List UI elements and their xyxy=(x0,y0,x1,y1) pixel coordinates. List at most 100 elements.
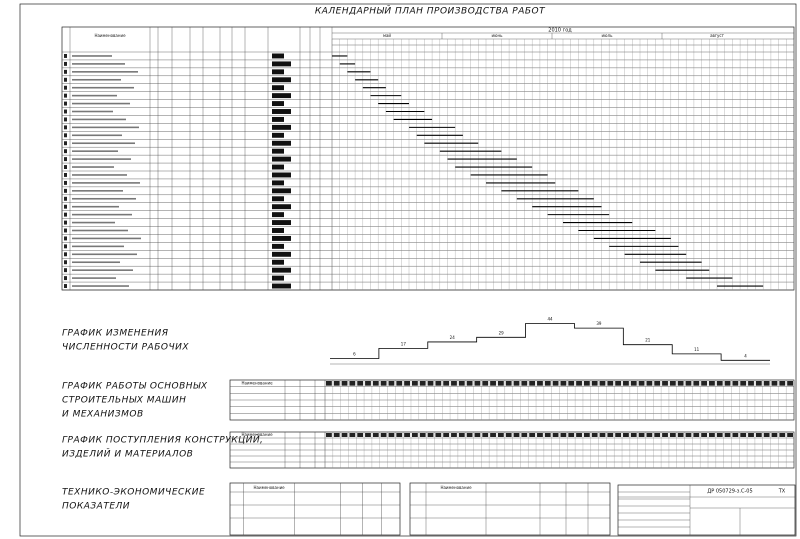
header-cell-mark xyxy=(583,381,590,386)
machines-title-2: СТРОИТЕЛЬНЫХ МАШИН xyxy=(62,396,186,406)
month-label: июль xyxy=(602,33,614,38)
row-volume xyxy=(272,140,291,146)
row-number xyxy=(64,228,67,233)
header-cell-mark xyxy=(787,433,793,437)
row-text-stub xyxy=(72,78,121,81)
row-text-stub xyxy=(72,277,116,279)
header-cell-mark xyxy=(646,381,653,386)
header-cell-mark xyxy=(505,381,512,386)
row-volume xyxy=(272,212,284,218)
header-cell-mark xyxy=(490,433,496,437)
workers-value: 6 xyxy=(353,351,356,356)
header-cell-mark xyxy=(685,381,692,386)
month-label: июнь xyxy=(492,33,504,38)
row-number xyxy=(64,61,67,66)
header-cell-mark xyxy=(623,381,629,386)
row-text-stub xyxy=(72,213,132,216)
row-volume xyxy=(272,93,291,99)
year-label: 2010 год xyxy=(548,28,572,34)
tep-frame xyxy=(409,482,611,536)
header-cell-mark xyxy=(669,381,676,386)
row-volume xyxy=(272,124,291,130)
header-cell-mark xyxy=(396,433,403,437)
row-text-stub xyxy=(72,142,135,145)
header-cell-mark xyxy=(341,433,348,437)
row-text-stub xyxy=(72,150,118,152)
row-volume xyxy=(272,267,291,273)
row-volume xyxy=(272,204,291,210)
row-volume xyxy=(272,220,291,226)
header-cell-mark xyxy=(599,433,606,437)
header-cell-mark xyxy=(357,433,364,437)
machines-title-1: ГРАФИК РАБОТЫ ОСНОВНЫХ xyxy=(62,382,208,392)
row-volume xyxy=(272,243,284,249)
header-cell-mark xyxy=(662,433,668,437)
row-volume xyxy=(272,235,291,241)
header-cell-mark xyxy=(505,433,512,437)
row-number xyxy=(64,244,67,249)
header-cell-mark xyxy=(607,433,614,437)
row-text-stub xyxy=(72,126,139,129)
month-label: август xyxy=(710,33,724,38)
header-cell-mark xyxy=(701,433,708,437)
row-number xyxy=(64,268,67,273)
header-cell-mark xyxy=(443,433,450,437)
header-cell-mark xyxy=(529,433,536,437)
row-volume xyxy=(272,109,291,114)
row-number xyxy=(64,141,67,146)
row-number xyxy=(64,260,67,265)
row-text-stub xyxy=(72,118,126,121)
row-volume xyxy=(272,196,284,202)
row-number xyxy=(64,85,67,90)
row-number xyxy=(64,188,67,193)
row-volume xyxy=(272,228,284,233)
workers-value: 11 xyxy=(694,347,700,352)
header-cell-mark xyxy=(763,433,770,437)
row-volume xyxy=(272,172,291,178)
row-number xyxy=(64,284,67,288)
row-volume xyxy=(272,132,284,138)
header-cell-mark xyxy=(677,381,684,386)
row-number xyxy=(64,93,67,98)
header-cell-mark xyxy=(435,433,442,437)
header-cell-mark xyxy=(466,381,473,386)
header-cell-mark xyxy=(411,381,418,386)
row-number xyxy=(64,54,67,58)
row-number xyxy=(64,149,67,154)
row-volume xyxy=(272,275,284,281)
row-volume xyxy=(272,53,284,59)
row-text-stub xyxy=(72,261,120,264)
header-cell-mark xyxy=(583,433,590,437)
header-cell-mark xyxy=(404,381,410,386)
header-cell-mark xyxy=(451,433,457,437)
row-text-stub xyxy=(72,205,119,208)
row-text-stub xyxy=(72,269,133,271)
header-cell-mark xyxy=(388,433,395,437)
workers-value: 39 xyxy=(596,321,602,326)
row-number xyxy=(64,276,67,281)
row-number xyxy=(64,117,67,122)
tep-frame xyxy=(229,482,401,536)
header-cell-mark xyxy=(326,433,332,437)
header-cell-mark xyxy=(357,381,364,386)
row-volume xyxy=(272,188,291,194)
header-cell-mark xyxy=(779,381,786,386)
row-volume xyxy=(272,164,284,170)
stamp-mark: ТХ xyxy=(778,489,786,495)
row-volume xyxy=(272,156,291,162)
row-volume xyxy=(272,283,291,289)
tep-header: Наименование xyxy=(440,485,472,490)
row-text-stub xyxy=(72,158,131,160)
header-cell-mark xyxy=(560,433,567,437)
header-cell-mark xyxy=(404,433,410,437)
row-text-stub xyxy=(72,63,125,65)
header-cell-mark xyxy=(607,381,614,386)
row-text-stub xyxy=(72,174,127,176)
header-cell-mark xyxy=(537,433,543,437)
header-cell-mark xyxy=(623,433,629,437)
row-volume xyxy=(272,259,284,265)
workers-value: 29 xyxy=(499,330,505,335)
row-volume xyxy=(272,69,284,75)
header-cell-mark xyxy=(552,433,559,437)
